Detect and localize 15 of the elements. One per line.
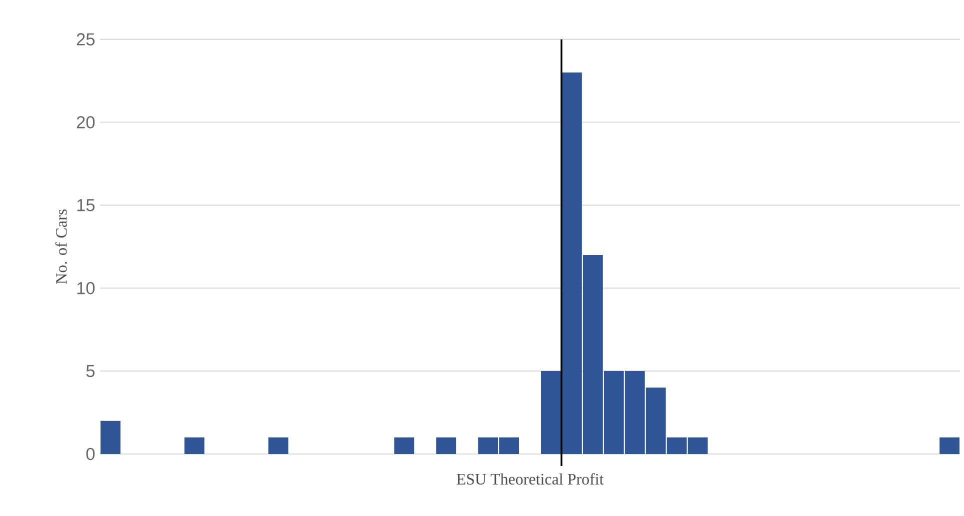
bar [436,437,456,454]
bar [184,437,204,454]
bar [100,420,120,454]
bar [541,371,561,454]
bar [268,437,288,454]
y-tick-label: 20 [76,116,95,128]
y-tick-label: 25 [76,33,95,46]
bar [394,437,414,454]
y-tick-label: 10 [77,282,95,294]
y-tick-label: 15 [77,199,95,212]
y-tick-label: 5 [86,365,95,378]
y-axis-title: No. of Cars [55,209,67,284]
y-tick-label: 0 [86,448,95,460]
bar [940,437,960,454]
x-axis-title: ESU Theoretical Profit [456,473,604,485]
